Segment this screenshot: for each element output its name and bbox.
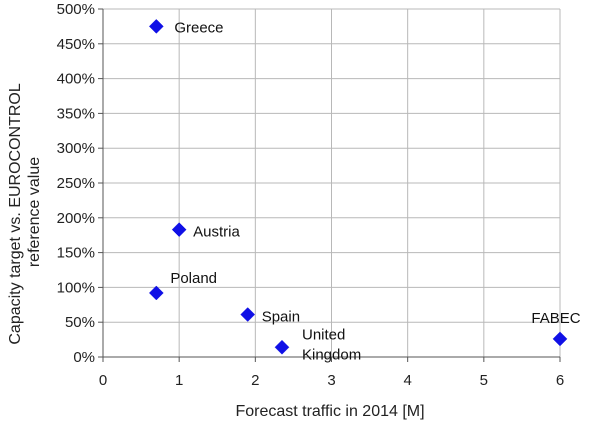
y-tick-label: 50% — [65, 314, 95, 331]
point-label: FABEC — [531, 310, 580, 327]
y-axis-title-line: reference value — [26, 157, 43, 267]
axes — [98, 8, 561, 362]
x-tick-label: 5 — [480, 372, 488, 389]
point-label-line: Kingdom — [302, 346, 361, 363]
y-tick-label: 350% — [57, 105, 95, 122]
y-tick-label: 300% — [57, 140, 95, 157]
point-label-line: FABEC — [531, 310, 580, 327]
point-label: Austria — [193, 224, 240, 241]
y-tick-label: 250% — [57, 175, 95, 192]
point-label: Greece — [174, 19, 223, 36]
x-tick-label: 0 — [99, 372, 107, 389]
data-point — [240, 307, 256, 322]
data-point — [148, 19, 164, 34]
x-tick-label: 2 — [251, 372, 259, 389]
point-label-line: Poland — [170, 270, 217, 287]
x-tick-label: 4 — [403, 372, 411, 389]
x-tick-label: 1 — [175, 372, 183, 389]
gridlines — [102, 8, 561, 358]
x-tick-label: 3 — [327, 372, 335, 389]
point-label-line: Greece — [174, 19, 223, 36]
point-label: Spain — [262, 309, 300, 326]
y-tick-label: 150% — [57, 245, 95, 262]
y-tick-label: 450% — [57, 36, 95, 53]
y-axis-title-line: Capacity target vs. EUROCONTROL — [7, 83, 24, 345]
y-tick-label: 0% — [73, 349, 95, 366]
y-tick-label: 100% — [57, 279, 95, 296]
point-label-line: United — [302, 326, 345, 343]
tick-labels: 0% 50% 100% 150% 200% 250% 300% 350% 400% 450% 500… — [57, 1, 565, 389]
x-axis-title: Forecast traffic in 2014 [M] — [235, 403, 424, 420]
data-points — [148, 19, 568, 355]
data-point — [148, 285, 164, 301]
data-point — [171, 222, 187, 237]
y-tick-label: 400% — [57, 71, 95, 88]
point-label-line: Spain — [262, 309, 300, 326]
point-label-line: Austria — [193, 224, 240, 241]
point-label: Poland — [170, 270, 217, 287]
data-point — [274, 339, 290, 355]
y-tick-label: 500% — [57, 1, 95, 18]
data-point — [552, 331, 568, 347]
y-axis-title: Capacity target vs. EUROCONTROL referenc… — [7, 79, 43, 344]
point-label: United Kingdom — [302, 326, 361, 363]
y-tick-label: 200% — [57, 210, 95, 227]
x-tick-label: 6 — [556, 372, 564, 389]
